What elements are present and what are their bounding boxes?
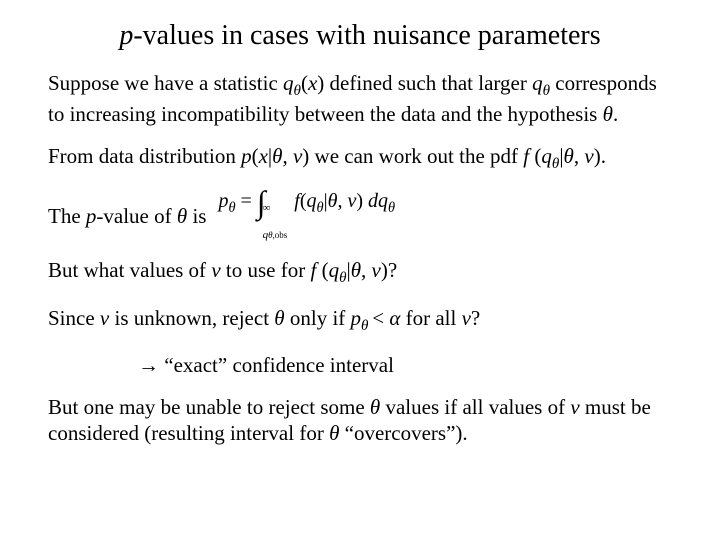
p4-theta: θ — [339, 271, 346, 287]
p1-period: . — [613, 102, 618, 126]
p7-nu: ν — [570, 395, 579, 419]
p1-theta3: θ — [603, 102, 613, 126]
f-nu: ν — [347, 190, 356, 212]
p5-text3: only if — [285, 306, 351, 330]
p2-text2: ) we can work out the pdf — [302, 144, 523, 168]
p1-q: q — [283, 71, 294, 95]
formula-line: The p-value of θ is pθ = ∫∞qθ,obs f(qθ|θ… — [48, 190, 672, 241]
p2-comma: , — [282, 144, 293, 168]
p4-f: f — [310, 258, 321, 282]
integral-formula: pθ = ∫∞qθ,obs f(qθ|θ, ν) dqθ — [218, 190, 395, 241]
p1-text: Suppose we have a statistic — [48, 71, 283, 95]
p7-text2: values if all values of — [380, 395, 570, 419]
p1-x: x — [308, 71, 317, 95]
paragraph-7: But one may be unable to reject some θ v… — [48, 394, 672, 447]
p5-p: p — [351, 306, 362, 330]
p2-f: f — [523, 144, 534, 168]
p2-x: x — [259, 144, 268, 168]
p4-nu: ν — [211, 258, 220, 282]
paragraph-1: Suppose we have a statistic qθ(x) define… — [48, 70, 672, 127]
paragraph-6: → “exact” confidence interval — [138, 352, 672, 378]
p7-theta2: θ — [329, 421, 339, 445]
f-eq: = — [236, 190, 257, 212]
p2-close: ). — [594, 144, 606, 168]
p3-lead: The p-value of θ is — [48, 203, 206, 229]
paragraph-2: From data distribution p(x|θ, ν) we can … — [48, 143, 672, 174]
p5-text4: for all — [400, 306, 461, 330]
p2-text: From data distribution — [48, 144, 241, 168]
paragraph-5: Since ν is unknown, reject θ only if pθ … — [48, 305, 672, 336]
p3-text: The — [48, 204, 86, 228]
p4-theta2: θ — [351, 258, 361, 282]
p3-theta: θ — [177, 204, 187, 228]
p5-text2: is unknown, reject — [109, 306, 274, 330]
p1-q2: q — [532, 71, 543, 95]
p1-theta2: θ — [543, 83, 550, 99]
limit-lower: qθ,obs — [263, 230, 288, 241]
p4-text: But what values of — [48, 258, 211, 282]
limit-upper: ∞ — [263, 203, 288, 214]
integral-limits: ∞ qθ,obs — [263, 203, 288, 241]
p3-p: p — [86, 204, 97, 228]
f-comma: , — [337, 190, 347, 212]
p1-open: ( — [301, 71, 308, 95]
title-text: -values in cases with nuisance parameter… — [133, 20, 600, 51]
paragraph-4: But what values of ν to use for f (qθ|θ,… — [48, 257, 672, 288]
p4-text2: to use for — [221, 258, 311, 282]
p2-theta3: θ — [564, 144, 574, 168]
p3-text3: is — [187, 204, 206, 228]
p4-open: ( — [322, 258, 329, 282]
f-ptheta: θ — [228, 200, 235, 216]
p5-alpha: α — [389, 306, 400, 330]
p2-comma2: , — [574, 144, 585, 168]
p4-nu2: ν — [372, 258, 381, 282]
p5-nu2: ν — [462, 306, 471, 330]
p4-q: q — [329, 258, 340, 282]
p5-theta: θ — [274, 306, 284, 330]
p2-p: p — [241, 144, 252, 168]
p2-q: q — [541, 144, 552, 168]
slide-content: p-values in cases with nuisance paramete… — [0, 0, 720, 482]
p7-text: But one may be unable to reject some — [48, 395, 370, 419]
f-open: ( — [300, 190, 307, 212]
slide-title: p-values in cases with nuisance paramete… — [48, 20, 672, 52]
f-dqtheta: θ — [388, 200, 395, 216]
title-p: p — [119, 20, 133, 51]
p2-open: ( — [252, 144, 259, 168]
p7-text4: “overcovers”). — [339, 421, 467, 445]
f-qtheta: θ — [317, 200, 324, 216]
lim-obs: ,obs — [273, 230, 288, 240]
p2-nu: ν — [293, 144, 302, 168]
p2-nu2: ν — [584, 144, 593, 168]
p1-theta: θ — [294, 83, 301, 99]
p2-theta: θ — [272, 144, 282, 168]
f-close: ) — [356, 190, 368, 212]
f-theta: θ — [328, 190, 338, 212]
p7-theta: θ — [370, 395, 380, 419]
p5-lt: < — [372, 306, 389, 330]
f-p: p — [218, 190, 228, 212]
p5-nu: ν — [100, 306, 109, 330]
p5-ptheta: θ — [361, 318, 372, 334]
p5-q: ? — [471, 306, 480, 330]
f-q: q — [307, 190, 317, 212]
p1-text2: ) defined such that larger — [317, 71, 532, 95]
p5-text: Since — [48, 306, 100, 330]
p3-text2: -value of — [96, 204, 176, 228]
f-dq: dq — [368, 190, 388, 212]
p4-close: )? — [381, 258, 397, 282]
p4-comma: , — [361, 258, 372, 282]
